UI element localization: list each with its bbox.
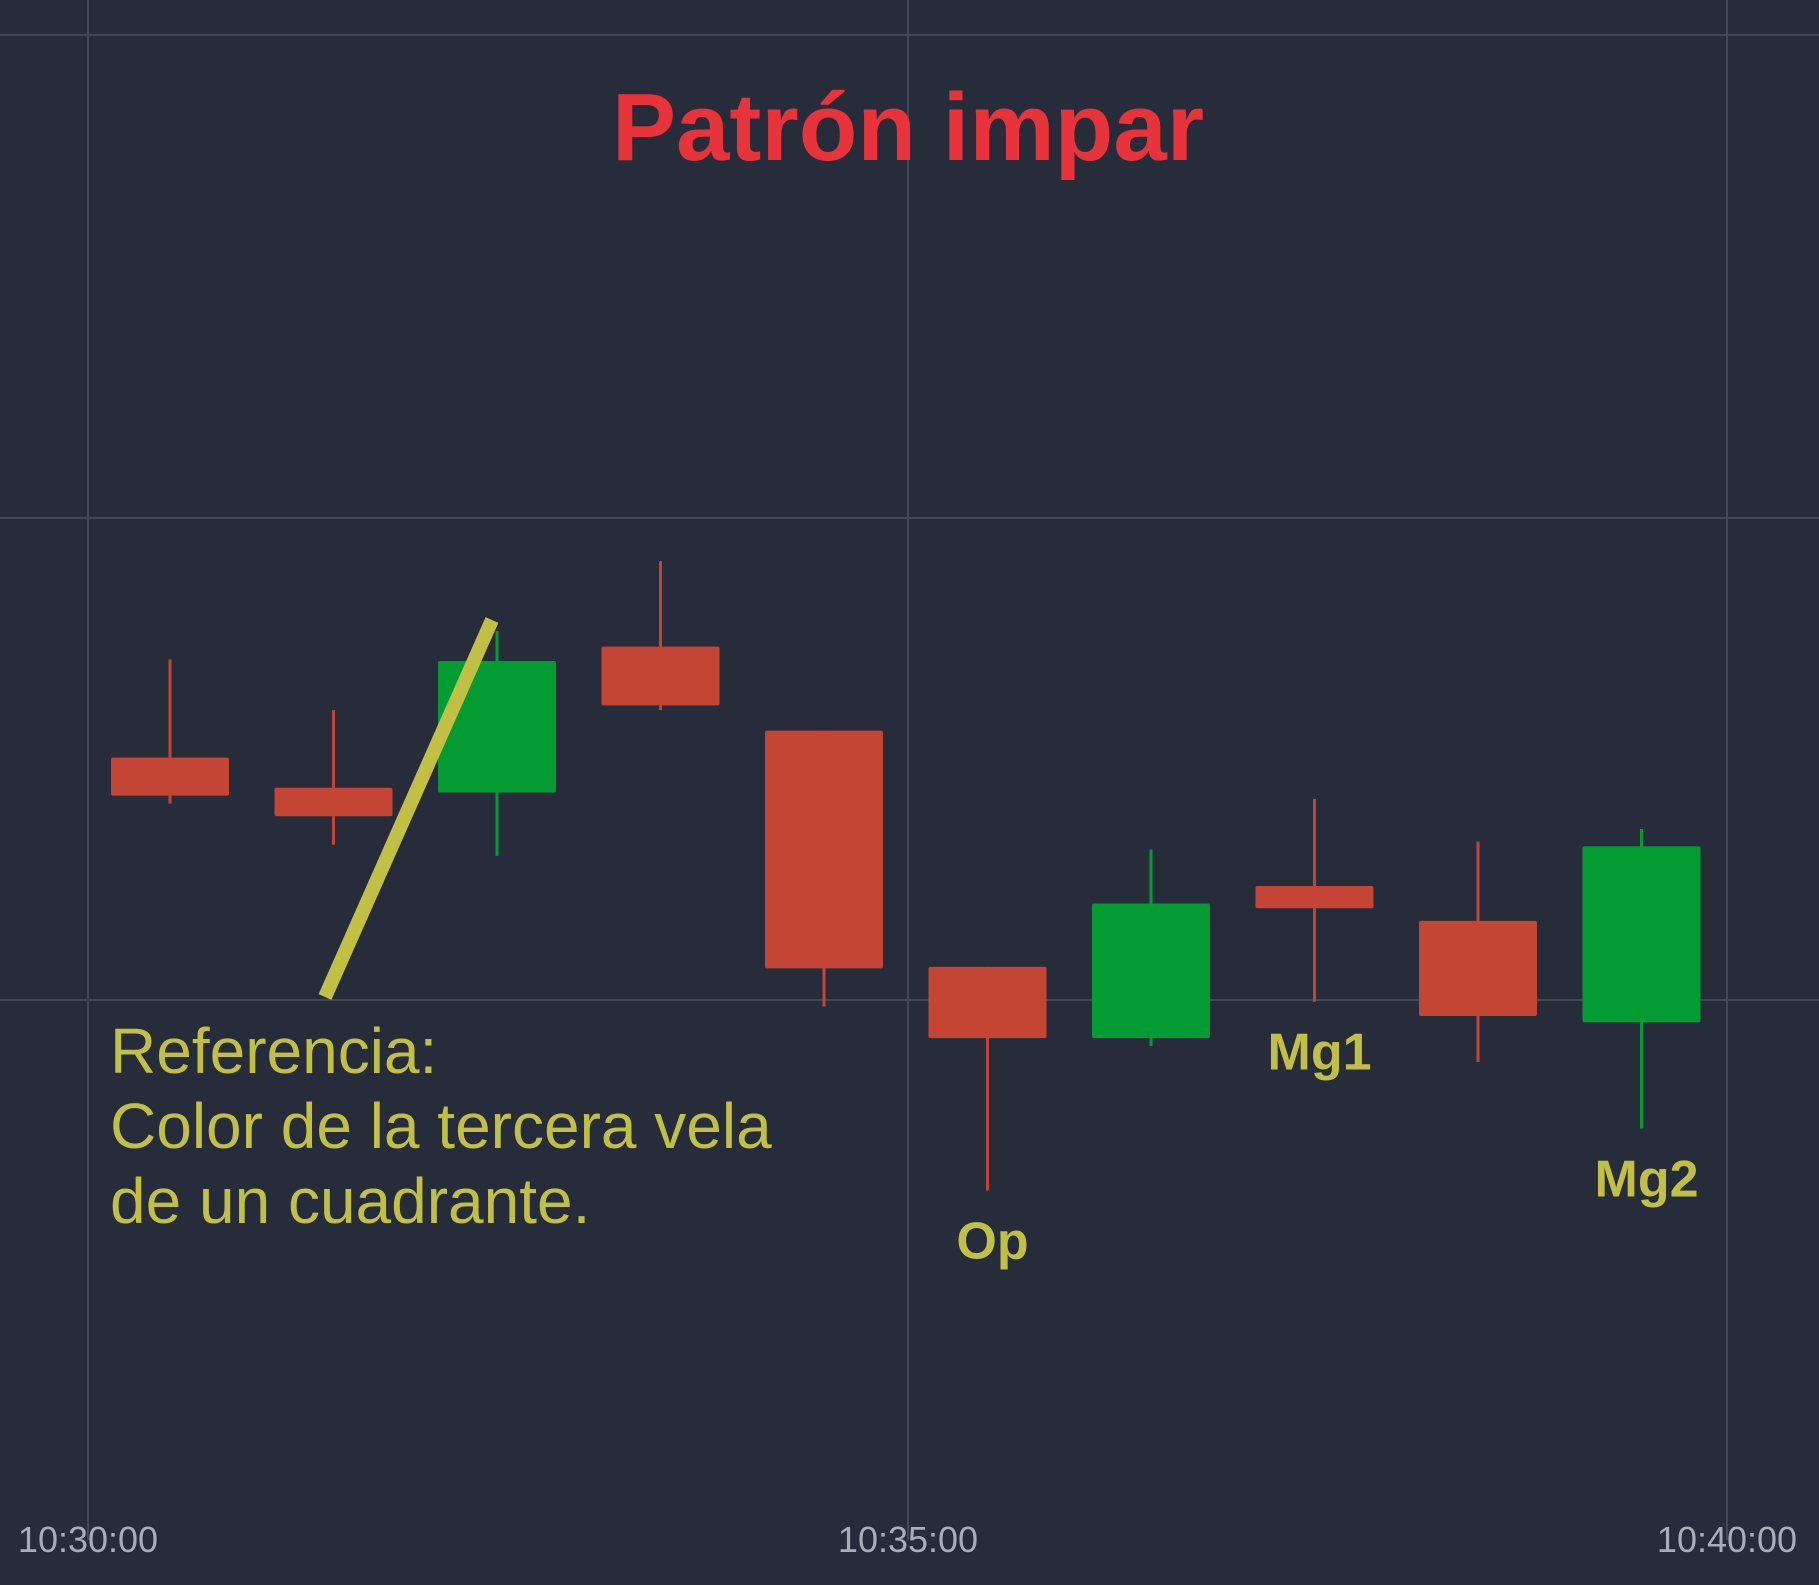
candle-body [1255,886,1374,909]
candle-body [1092,903,1210,1039]
chart-title: Patrón impar [612,74,1204,181]
x-tick-label: 10:30:00 [18,1519,158,1560]
candle-body [111,757,229,796]
candle-body [438,660,556,793]
candle-body [765,730,883,969]
reference-note-line: Color de la tercera vela [110,1090,772,1162]
reference-note-line: de un cuadrante. [110,1165,590,1237]
reference-pointer-line [318,617,499,1000]
candle-body [601,646,720,706]
candle-body [1582,846,1701,1023]
candle-body [274,787,393,817]
annotation-label: Mg2 [1595,1151,1699,1209]
reference-note-line: Referencia: [110,1015,437,1087]
annotation-label: Mg1 [1268,1024,1372,1082]
annotation-label: Op [956,1212,1028,1270]
x-tick-label: 10:35:00 [838,1519,978,1560]
candle-body [928,966,1047,1039]
x-tick-label: 10:40:00 [1657,1519,1797,1560]
candle-body [1419,920,1537,1016]
